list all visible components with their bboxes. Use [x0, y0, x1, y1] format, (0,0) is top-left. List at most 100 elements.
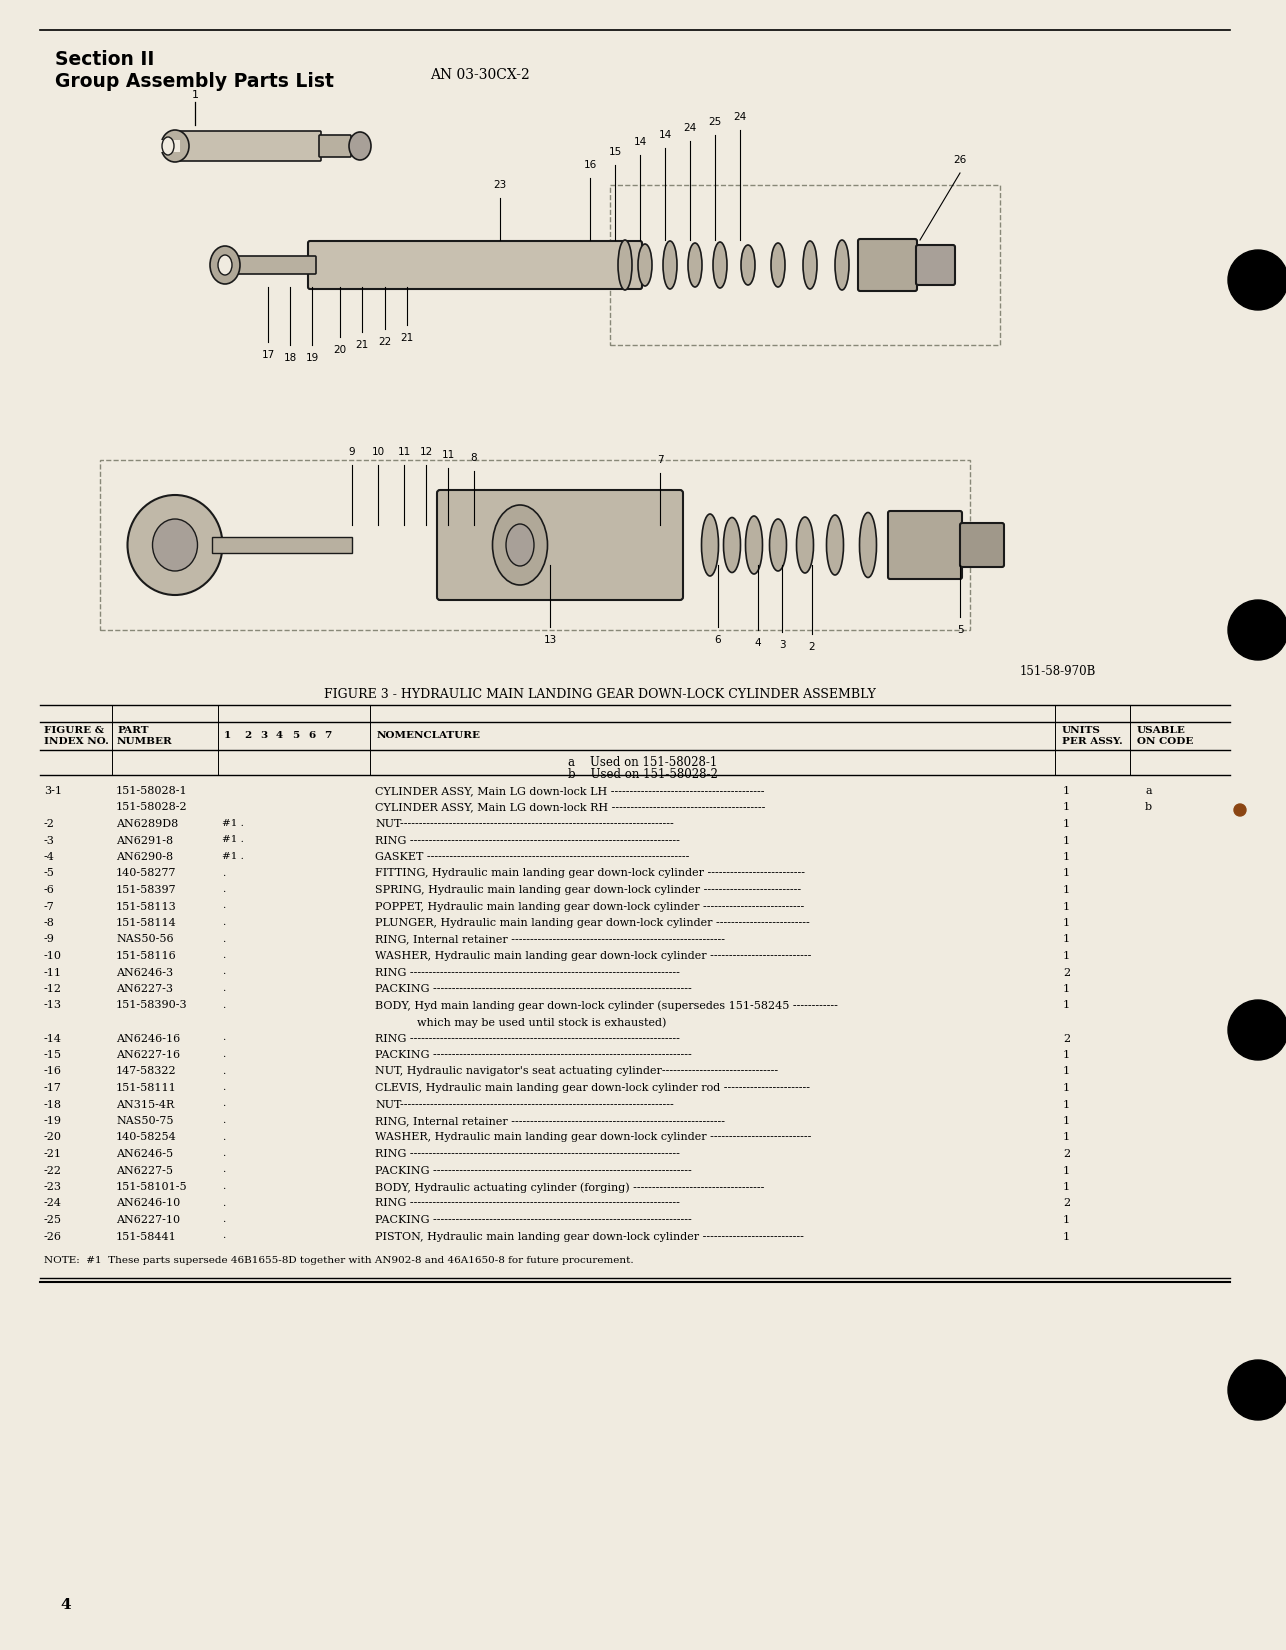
Text: 26: 26	[953, 155, 967, 165]
Text: -2: -2	[44, 818, 55, 828]
Text: 21: 21	[400, 333, 414, 343]
FancyBboxPatch shape	[916, 244, 955, 285]
Text: RING, Internal retainer --------------------------------------------------------: RING, Internal retainer ----------------…	[376, 1115, 725, 1125]
Text: -11: -11	[44, 967, 62, 977]
Text: PART
NUMBER: PART NUMBER	[117, 726, 172, 746]
Text: WASHER, Hydraulic main landing gear down-lock cylinder -------------------------: WASHER, Hydraulic main landing gear down…	[376, 1132, 811, 1142]
Text: 1: 1	[1064, 818, 1070, 828]
Text: -16: -16	[44, 1066, 62, 1076]
Ellipse shape	[349, 132, 370, 160]
Text: 1: 1	[1064, 1099, 1070, 1109]
Text: .: .	[222, 1214, 225, 1224]
Text: 19: 19	[305, 353, 319, 363]
Text: #1 .: #1 .	[222, 851, 244, 861]
Text: .: .	[222, 1132, 225, 1142]
Text: 3: 3	[779, 640, 786, 650]
Text: .: .	[222, 901, 225, 911]
Ellipse shape	[835, 239, 849, 290]
Text: 9: 9	[349, 447, 355, 457]
Ellipse shape	[153, 520, 198, 571]
Text: .: .	[222, 1099, 225, 1109]
Text: SPRING, Hydraulic main landing gear down-lock cylinder -------------------------: SPRING, Hydraulic main landing gear down…	[376, 884, 801, 894]
Text: .: .	[222, 1066, 225, 1076]
Text: PACKING ---------------------------------------------------------------------: PACKING --------------------------------…	[376, 1165, 692, 1175]
Text: 15: 15	[608, 147, 621, 157]
FancyBboxPatch shape	[309, 241, 642, 289]
Text: -13: -13	[44, 1000, 62, 1010]
Text: 5: 5	[292, 731, 300, 741]
Text: CLEVIS, Hydraulic main landing gear down-lock cylinder rod ---------------------: CLEVIS, Hydraulic main landing gear down…	[376, 1082, 810, 1092]
Text: 11: 11	[441, 450, 455, 460]
Text: PACKING ---------------------------------------------------------------------: PACKING --------------------------------…	[376, 1214, 692, 1224]
FancyBboxPatch shape	[437, 490, 683, 601]
Text: 2: 2	[1064, 1198, 1070, 1208]
Ellipse shape	[162, 137, 174, 155]
Text: 147-58322: 147-58322	[116, 1066, 176, 1076]
Text: 10: 10	[372, 447, 385, 457]
Text: 1: 1	[1064, 1049, 1070, 1059]
Text: 4: 4	[276, 731, 283, 741]
Bar	[610, 185, 1001, 345]
Text: AN6291-8: AN6291-8	[116, 835, 174, 845]
Text: .: .	[222, 1231, 225, 1241]
Ellipse shape	[772, 243, 784, 287]
Text: 18: 18	[283, 353, 297, 363]
Text: 5: 5	[957, 625, 963, 635]
FancyBboxPatch shape	[961, 523, 1004, 568]
Text: b: b	[1145, 802, 1152, 812]
Text: UNITS
PER ASSY.: UNITS PER ASSY.	[1062, 726, 1123, 746]
Text: 25: 25	[709, 117, 721, 127]
Text: -20: -20	[44, 1132, 62, 1142]
Text: .: .	[222, 1000, 225, 1010]
Ellipse shape	[161, 130, 189, 162]
Text: 7: 7	[657, 455, 664, 465]
Text: 4: 4	[755, 639, 761, 648]
Text: 17: 17	[261, 350, 275, 360]
Circle shape	[1228, 1360, 1286, 1421]
Text: NUT-------------------------------------------------------------------------: NUT-------------------------------------…	[376, 818, 674, 828]
Text: -18: -18	[44, 1099, 62, 1109]
Ellipse shape	[638, 244, 652, 285]
Bar	[159, 140, 180, 152]
Text: RING ------------------------------------------------------------------------: RING -----------------------------------…	[376, 835, 680, 845]
Text: -24: -24	[44, 1198, 62, 1208]
Text: .: .	[222, 934, 225, 944]
Text: AN6227-16: AN6227-16	[116, 1049, 180, 1059]
Text: 1: 1	[1064, 1165, 1070, 1175]
Text: FIGURE &
INDEX NO.: FIGURE & INDEX NO.	[44, 726, 109, 746]
Text: 151-58116: 151-58116	[116, 950, 176, 960]
Ellipse shape	[619, 239, 631, 290]
Text: AN6246-16: AN6246-16	[116, 1033, 180, 1043]
Text: -14: -14	[44, 1033, 62, 1043]
Text: #1 .: #1 .	[222, 835, 244, 845]
Text: 2: 2	[1064, 1148, 1070, 1158]
Text: 1: 1	[1064, 901, 1070, 911]
Text: USABLE
ON CODE: USABLE ON CODE	[1137, 726, 1193, 746]
Bar	[100, 460, 970, 630]
Text: -23: -23	[44, 1181, 62, 1191]
Text: NUT, Hydraulic navigator's seat actuating cylinder------------------------------: NUT, Hydraulic navigator's seat actuatin…	[376, 1066, 778, 1076]
Text: 1: 1	[1064, 1066, 1070, 1076]
Text: 151-58101-5: 151-58101-5	[116, 1181, 188, 1191]
Text: a: a	[1145, 785, 1152, 795]
Text: 151-58390-3: 151-58390-3	[116, 1000, 188, 1010]
Text: BODY, Hydraulic actuating cylinder (forging) -----------------------------------: BODY, Hydraulic actuating cylinder (forg…	[376, 1181, 764, 1193]
Text: RING ------------------------------------------------------------------------: RING -----------------------------------…	[376, 1148, 680, 1158]
Text: CYLINDER ASSY, Main LG down-lock LH -----------------------------------------: CYLINDER ASSY, Main LG down-lock LH ----…	[376, 785, 764, 795]
Ellipse shape	[741, 244, 755, 285]
Text: NUT-------------------------------------------------------------------------: NUT-------------------------------------…	[376, 1099, 674, 1109]
Text: CYLINDER ASSY, Main LG down-lock RH -----------------------------------------: CYLINDER ASSY, Main LG down-lock RH ----…	[376, 802, 765, 812]
Text: Section II: Section II	[55, 50, 154, 69]
Text: AN 03-30CX-2: AN 03-30CX-2	[430, 68, 530, 82]
Text: 16: 16	[584, 160, 597, 170]
Text: BODY, Hyd main landing gear down-lock cylinder (supersedes 151-58245 -----------: BODY, Hyd main landing gear down-lock cy…	[376, 1000, 838, 1011]
Ellipse shape	[688, 243, 702, 287]
Ellipse shape	[493, 505, 548, 586]
Text: -5: -5	[44, 868, 55, 878]
Text: b    Used on 151-58028-2: b Used on 151-58028-2	[568, 767, 718, 780]
Text: 8: 8	[471, 454, 477, 464]
Text: 151-58114: 151-58114	[116, 917, 176, 927]
Text: .: .	[222, 1165, 225, 1175]
Ellipse shape	[664, 241, 676, 289]
Text: -21: -21	[44, 1148, 62, 1158]
